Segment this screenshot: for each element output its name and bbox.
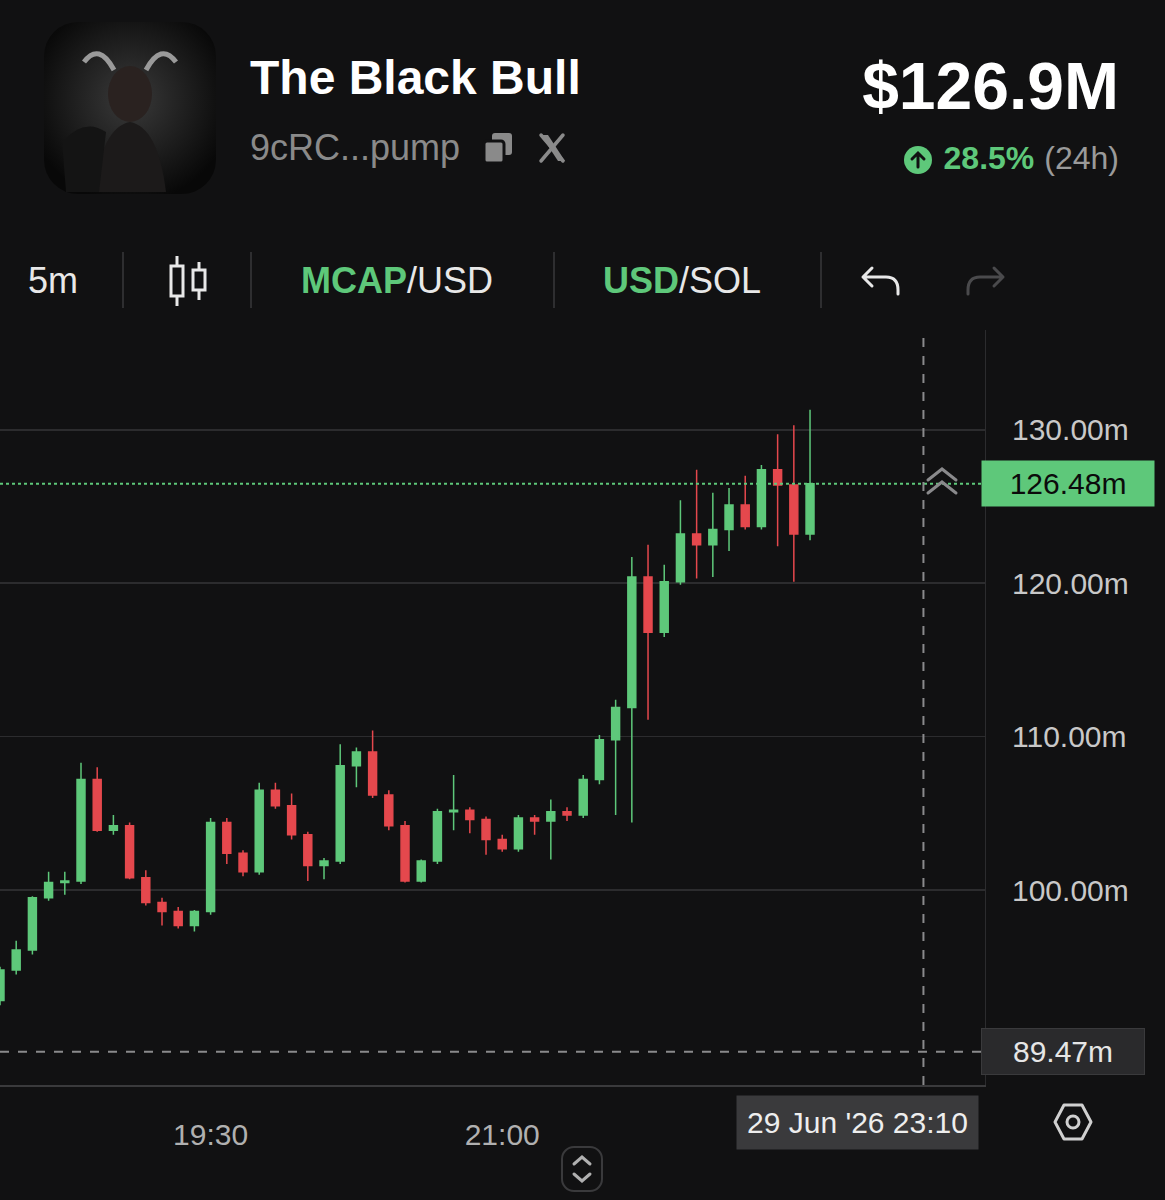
svg-text:21:00: 21:00	[465, 1118, 540, 1151]
svg-text:100.00m: 100.00m	[1012, 874, 1129, 907]
svg-text:120.00m: 120.00m	[1012, 567, 1129, 600]
html-text:MCAP /USD: MCAP /USD	[301, 260, 493, 301]
svg-text:19:30: 19:30	[173, 1118, 248, 1151]
html-text:$126.9M: $126.9M	[862, 49, 1119, 123]
html-text:5m: 5m	[28, 260, 78, 301]
html-text:9cRC...pump: 9cRC...pump	[250, 127, 461, 168]
svg-text:130.00m: 130.00m	[1012, 413, 1129, 446]
html-text:28.5% (24h): 28.5% (24h)	[943, 140, 1119, 176]
svg-text:29 Jun '26 23:10: 29 Jun '26 23:10	[747, 1106, 968, 1139]
html-text:The Black Bull: The Black Bull	[250, 51, 581, 104]
html-text:USD /SOL: USD /SOL	[603, 260, 762, 301]
svg-text:110.00m: 110.00m	[1012, 720, 1127, 753]
svg-text:126.48m: 126.48m	[1010, 467, 1127, 500]
svg-text:89.47m: 89.47m	[1013, 1035, 1113, 1068]
